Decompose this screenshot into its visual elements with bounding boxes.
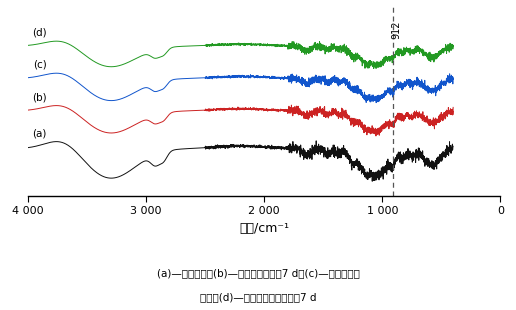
Text: (a): (a) <box>33 129 47 139</box>
Text: (d): (d) <box>33 28 47 38</box>
Text: 化剂；(d)—新合成固化剂热贮存7 d: 化剂；(d)—新合成固化剂热贮存7 d <box>200 293 316 303</box>
Text: (a)—原固化剂；(b)—原固化剂热贮存7 d；(c)—新合成的固: (a)—原固化剂；(b)—原固化剂热贮存7 d；(c)—新合成的固 <box>156 268 360 278</box>
Text: (c): (c) <box>33 60 46 70</box>
Text: 912: 912 <box>391 20 401 39</box>
Text: (b): (b) <box>33 92 47 102</box>
X-axis label: 波数/cm⁻¹: 波数/cm⁻¹ <box>239 222 289 235</box>
